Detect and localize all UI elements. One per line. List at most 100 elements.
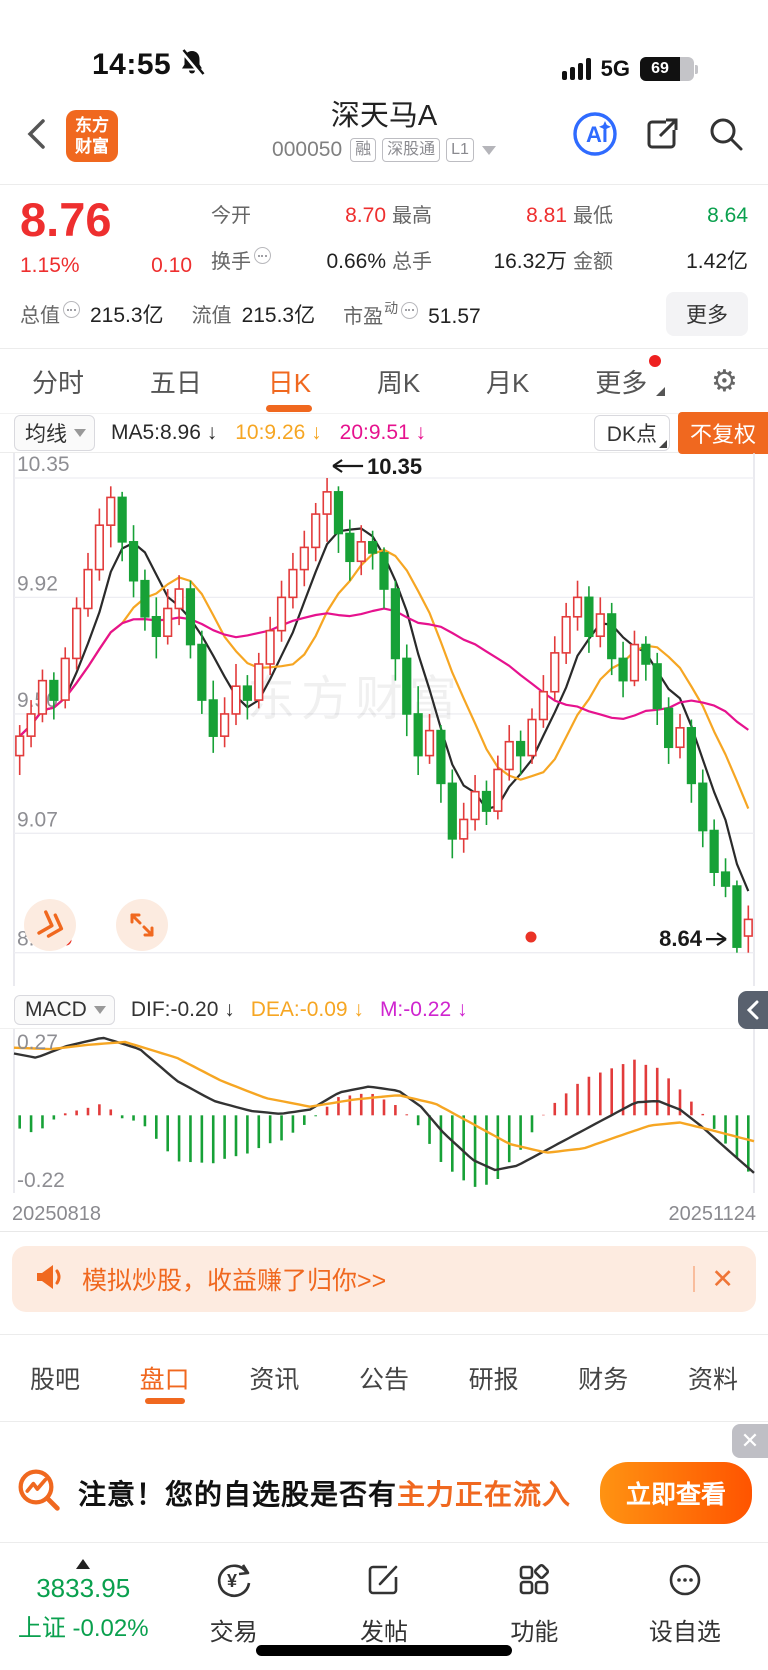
stock-code: 000050 bbox=[272, 138, 343, 161]
adjust-mode-button[interactable]: 不复权 bbox=[677, 412, 768, 455]
quote-field-label: 换手 bbox=[211, 245, 271, 274]
network-type: 5G bbox=[600, 56, 630, 81]
svg-text:东方财富: 东方财富 bbox=[247, 673, 463, 726]
cellular-signal-icon bbox=[561, 58, 591, 80]
compose-icon bbox=[363, 1559, 405, 1606]
close-banner-icon[interactable]: ✕ bbox=[711, 1263, 734, 1294]
quote-field: 换手 0.66% bbox=[205, 245, 386, 278]
period-tab-更多[interactable]: 更多 bbox=[593, 353, 666, 410]
trade-icon: ¥ bbox=[213, 1559, 255, 1606]
back-button[interactable] bbox=[22, 117, 52, 156]
battery-icon: 69 bbox=[640, 57, 698, 81]
quote-field-label: 金额 bbox=[573, 251, 613, 274]
macd-toolbar: MACD DIF:-0.20 ↓ DEA:-0.09 ↓ M:-0.22 ↓ bbox=[0, 991, 768, 1030]
quote-field-value: 215.3亿 bbox=[241, 304, 316, 328]
nav-trade[interactable]: ¥ 交易 bbox=[158, 1559, 308, 1647]
stock-badges: 融深股通 L1 bbox=[350, 138, 474, 162]
period-tab-月K[interactable]: 月K bbox=[486, 367, 530, 398]
share-icon[interactable] bbox=[642, 114, 682, 159]
content-tab-研报[interactable]: 研报 bbox=[468, 1366, 519, 1395]
content-tab-盘口[interactable]: 盘口 bbox=[138, 1346, 192, 1410]
nav-add-watchlist[interactable]: 设自选 bbox=[610, 1559, 760, 1647]
more-button[interactable]: 更多 bbox=[666, 292, 748, 337]
ma-toolbar: 均线 MA5:8.96 ↓ 10:9.26 ↓ 20:9.51 ↓ DK点 不复权 bbox=[0, 412, 768, 455]
quote-grid: 今开 8.70 最高 8.81 最低 8.64 换手 0.66% 总手 16.32万 金额 1.42亿 bbox=[205, 195, 748, 278]
quote-field-label: 流值 bbox=[191, 305, 232, 328]
info-icon[interactable] bbox=[401, 301, 419, 319]
index-label: 上证 -0.02% bbox=[17, 1615, 149, 1643]
content-tab-财务[interactable]: 财务 bbox=[578, 1366, 629, 1395]
quote-field-value: 8.64 bbox=[707, 204, 748, 227]
quote-panel: 8.76 1.15% 0.10 今开 8.70 最高 8.81 最低 8.64 换手 0.66… bbox=[0, 185, 768, 348]
period-tab-分时[interactable]: 分时 bbox=[32, 367, 85, 398]
quote-field: 总值 215.3亿 bbox=[20, 299, 164, 329]
stock-badge: 深股通 bbox=[382, 138, 441, 162]
period-tab-周K[interactable]: 周K bbox=[376, 367, 421, 398]
header: 东方 财富 深天马A 000050 融深股通 L1 Ai bbox=[0, 88, 768, 184]
svg-text:¥: ¥ bbox=[227, 1571, 237, 1591]
quote-field-value: 8.70 bbox=[345, 204, 386, 227]
nav-post[interactable]: 发帖 bbox=[309, 1559, 459, 1647]
quote-field-label: 总值 bbox=[20, 299, 80, 328]
caret-down-icon bbox=[74, 429, 86, 438]
svg-text:10.35: 10.35 bbox=[17, 453, 70, 476]
promo-banner[interactable]: 模拟炒股，收益赚了归你>> ✕ bbox=[12, 1246, 756, 1313]
content-tab-资料[interactable]: 资料 bbox=[687, 1366, 738, 1395]
collapse-panel-button[interactable] bbox=[738, 991, 768, 1030]
svg-text:9.07: 9.07 bbox=[17, 809, 58, 832]
quote-field-value: 0.66% bbox=[326, 250, 386, 274]
clock: 14:55 bbox=[92, 48, 172, 81]
svg-text:10.35: 10.35 bbox=[367, 454, 422, 479]
index-quote-item[interactable]: 3833.95 上证 -0.02% bbox=[8, 1559, 158, 1647]
corner-triangle-icon bbox=[658, 440, 667, 449]
indicator-value: 10:9.26 ↓ bbox=[235, 421, 322, 445]
start-date: 20250818 bbox=[12, 1203, 101, 1226]
period-tab-bar: 分时 五日 日K 周K 月K 更多 ⚙ bbox=[0, 349, 768, 413]
candlestick-chart[interactable]: 10.359.929.509.078.64东方财富10.358.64 bbox=[0, 453, 768, 991]
svg-text:8.64: 8.64 bbox=[659, 926, 703, 951]
info-icon[interactable] bbox=[63, 301, 80, 319]
quote-field-label: 最高 bbox=[392, 205, 432, 227]
notifications-muted-icon bbox=[179, 48, 205, 82]
corner-triangle-icon bbox=[656, 386, 666, 396]
date-axis: 20250818 20251124 bbox=[0, 1198, 768, 1233]
content-tab-股吧[interactable]: 股吧 bbox=[30, 1366, 81, 1395]
indicator-selector[interactable]: MACD bbox=[14, 994, 115, 1025]
quote-field-value: 51.57 bbox=[428, 304, 481, 328]
ma-selector[interactable]: 均线 bbox=[14, 415, 95, 452]
view-now-button[interactable]: 立即查看 bbox=[599, 1462, 752, 1525]
megaphone-icon bbox=[34, 1262, 66, 1297]
quote-field-value: 16.32万 bbox=[493, 250, 567, 274]
notice-bar[interactable]: 注意！您的自选股是否有主力正在流入 立即查看 bbox=[0, 1448, 768, 1542]
quote-field-value: 1.42亿 bbox=[686, 250, 748, 274]
label-superscript: 动 bbox=[384, 300, 399, 317]
eastmoney-logo: 东方 财富 bbox=[66, 110, 118, 162]
ma-values: MA5:8.96 ↓ 10:9.26 ↓ 20:9.51 ↓ bbox=[111, 421, 594, 445]
stock-badge: 融 bbox=[350, 138, 377, 162]
period-tab-五日[interactable]: 五日 bbox=[149, 367, 202, 398]
quote-field-label: 今开 bbox=[211, 205, 251, 227]
chevron-down-icon[interactable] bbox=[481, 145, 496, 155]
home-indicator[interactable] bbox=[256, 1645, 512, 1656]
ai-assistant-button[interactable]: Ai bbox=[572, 111, 618, 162]
caret-down-icon bbox=[93, 1005, 106, 1014]
dk-point-button[interactable]: DK点 bbox=[593, 415, 670, 452]
close-ad-icon[interactable]: ✕ bbox=[732, 1424, 768, 1459]
fast-backward-button[interactable] bbox=[17, 893, 83, 959]
expand-chart-button[interactable] bbox=[116, 899, 168, 952]
content-tab-资讯[interactable]: 资讯 bbox=[249, 1366, 300, 1395]
content-tab-bar: 股吧 盘口 资讯 公告 研报 财务 资料 bbox=[0, 1334, 768, 1423]
macd-chart[interactable]: 0.27 -0.22 bbox=[0, 1029, 768, 1198]
nav-features[interactable]: 功能 bbox=[459, 1559, 609, 1647]
content-tab-公告[interactable]: 公告 bbox=[358, 1366, 409, 1395]
info-icon[interactable] bbox=[254, 247, 271, 265]
period-tab-日K[interactable]: 日K bbox=[266, 353, 313, 410]
stock-badge: L1 bbox=[446, 138, 474, 162]
search-icon[interactable] bbox=[706, 114, 746, 159]
quote-field-value: 215.3亿 bbox=[90, 304, 164, 328]
grid-icon bbox=[513, 1559, 555, 1606]
bottom-nav: 3833.95 上证 -0.02% ¥ 交易 发帖 功能 设自选 bbox=[0, 1542, 768, 1647]
settings-gear-icon[interactable]: ⚙ bbox=[711, 364, 738, 398]
change-percent: 1.15% bbox=[20, 254, 80, 278]
